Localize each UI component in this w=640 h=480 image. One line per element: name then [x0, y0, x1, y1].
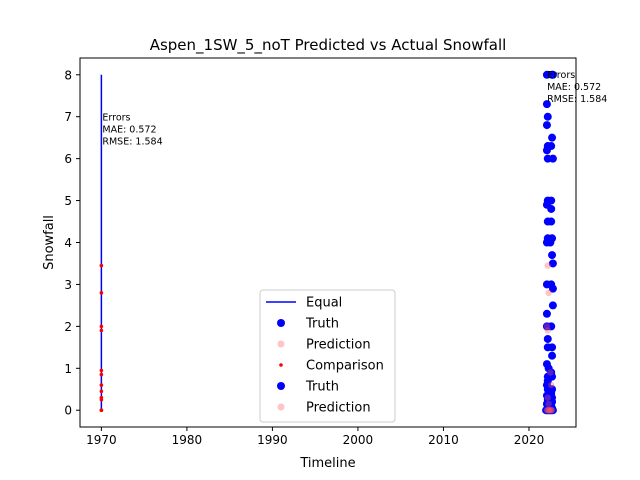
x-tick-label: 1970	[86, 433, 117, 447]
x-tick-label: 1990	[257, 433, 288, 447]
prediction-point	[543, 407, 551, 414]
prediction-point	[544, 394, 551, 401]
prediction-point	[544, 407, 551, 414]
axis-ticks: 1970 1980 1990 2000 2010 2020 0 1 2 3 4 5 6 7 8	[64, 68, 544, 447]
legend-label: Prediction	[306, 338, 371, 353]
legend-label: Equal	[306, 296, 342, 311]
legend: Equal Truth Prediction Comparison Truth Predi…	[259, 289, 396, 423]
comparison-point	[99, 368, 104, 373]
prediction-point	[548, 381, 555, 389]
prediction-point	[545, 289, 552, 297]
legend-label: Prediction	[306, 401, 371, 416]
prediction-point	[547, 407, 554, 414]
comparison-point	[99, 397, 104, 402]
y-tick-label: 1	[64, 362, 72, 376]
prediction-point	[543, 323, 551, 330]
prediction-point	[548, 407, 555, 414]
truth-point	[548, 343, 557, 352]
legend-dot-swatch	[277, 403, 285, 411]
truth-point	[543, 112, 552, 121]
comparison-point	[99, 263, 104, 268]
truth-point	[548, 284, 557, 293]
legend-dot-swatch	[279, 363, 283, 367]
annotation-line: MAE: 0.572	[547, 82, 601, 93]
y-tick-label: 2	[64, 320, 72, 334]
legend-label: Truth	[305, 380, 339, 395]
prediction-point	[547, 369, 554, 376]
annotation-line: Errors	[102, 113, 130, 124]
prediction-point	[545, 407, 552, 414]
x-axis-label: Timeline	[299, 456, 355, 471]
x-tick-label: 2020	[514, 433, 545, 447]
comparison-point	[99, 372, 104, 377]
comparison-point	[99, 383, 104, 387]
legend-dot-swatch	[277, 382, 285, 390]
y-tick-label: 8	[64, 68, 72, 82]
x-tick-label: 2010	[428, 433, 459, 447]
truth-point	[543, 334, 552, 343]
x-tick-label: 2000	[343, 433, 374, 447]
truth-point	[547, 204, 556, 213]
chart-title: Aspen_1SW_5_noT Predicted vs Actual Snow…	[150, 36, 507, 55]
annotation-line: Errors	[547, 70, 575, 81]
comparison-point	[99, 291, 104, 295]
y-tick-label: 7	[64, 110, 72, 124]
truth-point	[542, 309, 551, 318]
truth-point	[548, 154, 557, 163]
truth-point	[547, 322, 556, 331]
annotation-line: MAE: 0.572	[102, 125, 156, 136]
comparison-point	[99, 389, 104, 394]
prediction-point	[548, 407, 556, 414]
prediction-point	[545, 400, 552, 408]
legend-dot-swatch	[277, 319, 285, 327]
comparison-point	[99, 328, 104, 333]
legend-dot-swatch	[277, 340, 285, 348]
annotation-line: RMSE: 1.584	[102, 137, 162, 148]
legend-label: Comparison	[306, 359, 384, 374]
truth-point	[548, 301, 557, 310]
truth-point	[548, 234, 557, 243]
truth-point	[548, 133, 557, 142]
y-tick-label: 5	[64, 194, 72, 208]
prediction-point	[546, 407, 553, 414]
truth-point	[548, 404, 557, 413]
truth-point	[548, 351, 557, 360]
truth-point	[548, 259, 557, 268]
y-tick-label: 6	[64, 152, 72, 166]
annotation-line: RMSE: 1.584	[547, 94, 607, 105]
y-tick-label: 0	[64, 404, 72, 418]
truth-point	[542, 121, 551, 130]
truth-point	[543, 217, 552, 226]
legend-box	[259, 289, 396, 423]
comparison-point	[99, 408, 104, 413]
prediction-point	[544, 327, 551, 334]
comparison-point	[99, 324, 104, 329]
truth-point	[548, 251, 557, 260]
y-tick-label: 4	[64, 236, 72, 250]
y-axis-label: Snowfall	[42, 215, 57, 270]
truth-point	[542, 100, 551, 109]
truth-point	[547, 142, 556, 151]
x-tick-label: 1980	[172, 433, 203, 447]
legend-label: Truth	[305, 317, 339, 332]
truth-point	[548, 70, 557, 79]
y-tick-label: 3	[64, 278, 72, 292]
prediction-point	[544, 262, 551, 269]
